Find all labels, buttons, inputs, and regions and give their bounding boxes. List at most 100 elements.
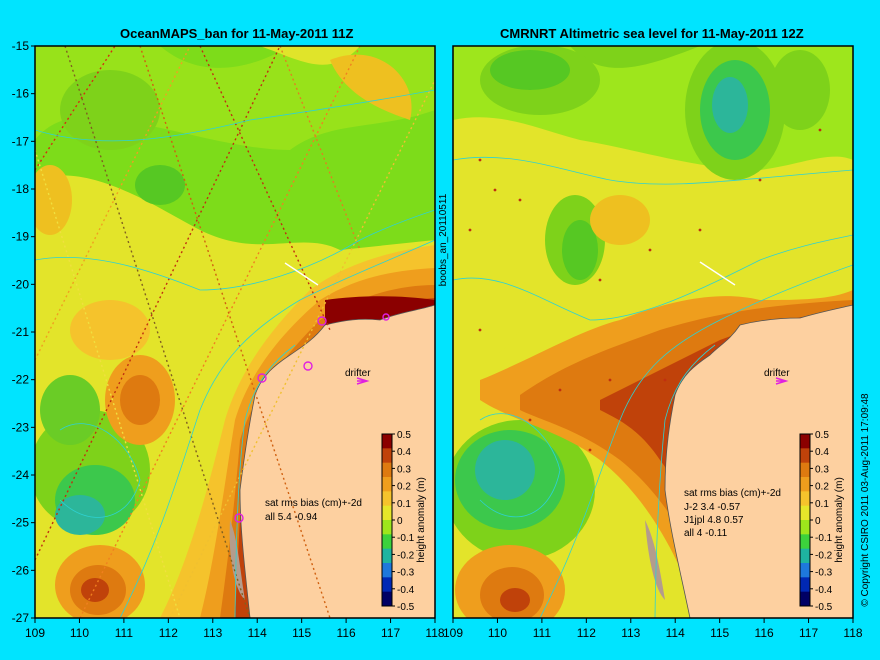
right-colorbar-swatch xyxy=(800,563,810,578)
left-colorbar-tick-label: -0.5 xyxy=(397,602,415,613)
left-map-field xyxy=(35,46,435,618)
left-drifter-arrow-icon xyxy=(356,377,370,385)
left-colorbar-tick-label: 0.3 xyxy=(397,464,411,475)
left-y-axis: -15 -16 -17 -18 -19 -20 -21 -22 -23 -24 -25 -26 -27 xyxy=(12,39,35,625)
left-colorbar-tick-label: 0.1 xyxy=(397,499,411,510)
left-drifter-positions xyxy=(234,313,390,523)
left-x-tick-label: 111 xyxy=(115,626,134,640)
right-x-tick-label: 114 xyxy=(666,626,685,640)
right-x-axis: 109 110 111 112 113 114 115 116 117 118 xyxy=(443,618,863,640)
left-colorbar-tick-label: -0.2 xyxy=(397,550,415,561)
right-colorbar-tick-label: -0.1 xyxy=(815,533,833,544)
right-x-tick-label: 110 xyxy=(488,626,507,640)
left-colorbar-swatch xyxy=(382,462,392,478)
left-colorbar-swatch xyxy=(382,491,392,507)
left-x-tick-label: 115 xyxy=(292,626,311,640)
right-map-title: CMRNRT Altimetric sea level for 11-May-2… xyxy=(500,26,804,41)
left-y-tick-label: -22 xyxy=(12,373,30,387)
left-colorbar-swatch xyxy=(382,577,392,593)
left-x-axis: 109 110 111 112 113 114 115 116 117 118 xyxy=(25,618,445,640)
left-y-tick-label: -21 xyxy=(12,325,30,339)
left-colorbar-label: height anomaly (m) xyxy=(416,477,427,563)
right-colorbar-swatch xyxy=(800,505,810,521)
left-colorbar-tick-label: 0.4 xyxy=(397,447,411,458)
right-colorbar-tick-label: 0.5 xyxy=(815,430,829,441)
right-x-tick-label: 117 xyxy=(799,626,818,640)
right-x-tick-label: 113 xyxy=(621,626,640,640)
right-x-tick-label: 116 xyxy=(755,626,774,640)
left-colorbar-tick-label: 0.2 xyxy=(397,482,411,493)
left-colorbar-tick-label: -0.3 xyxy=(397,568,415,579)
right-colorbar-tick-label: -0.2 xyxy=(815,550,833,561)
left-y-tick-label: -18 xyxy=(12,182,30,196)
left-y-tick-label: -27 xyxy=(12,611,30,625)
right-stats-line-1: J-2 3.4 -0.57 xyxy=(684,502,741,513)
right-colorbar-tick-label: -0.5 xyxy=(815,602,833,613)
right-colorbar-swatch xyxy=(800,591,810,607)
left-x-tick-label: 116 xyxy=(337,626,356,640)
copyright-text: © Copyright CSIRO 2011 03-Aug-2011 17:09… xyxy=(860,393,871,607)
right-x-tick-label: 115 xyxy=(710,626,729,640)
left-colorbar-swatch xyxy=(382,520,392,535)
left-colorbar: 0.5 0.4 0.3 0.2 0.1 0 -0.1 -0.2 -0.3 -0.4 -0.5 heig… xyxy=(381,430,427,613)
left-stats-line: all 5.4 -0.94 xyxy=(265,512,318,523)
right-drifter-label: drifter xyxy=(764,368,790,379)
left-y-tick-label: -16 xyxy=(12,87,30,101)
left-colorbar-tick-label: -0.1 xyxy=(397,533,415,544)
right-x-tick-label: 112 xyxy=(577,626,596,640)
right-colorbar-tick-label: -0.3 xyxy=(815,568,833,579)
left-x-tick-label: 112 xyxy=(159,626,178,640)
left-map: drifter sat rms bias (cm)+-2d all 5.4 -0… xyxy=(12,39,445,640)
left-x-tick-label: 113 xyxy=(203,626,222,640)
right-colorbar-swatch xyxy=(800,534,810,550)
left-x-tick-label: 110 xyxy=(70,626,89,640)
right-x-tick-label: 111 xyxy=(533,626,552,640)
right-colorbar-label: height anomaly (m) xyxy=(834,477,845,563)
left-x-tick-label: 114 xyxy=(248,626,267,640)
left-y-tick-label: -26 xyxy=(12,563,30,577)
left-y-tick-label: -19 xyxy=(12,230,30,244)
side-label: boobs_an_20110511 xyxy=(438,193,449,286)
right-drifter-arrow-icon xyxy=(775,377,789,385)
right-colorbar-swatch xyxy=(800,577,810,593)
right-colorbar-swatch xyxy=(800,520,810,535)
right-colorbar-tick-label: 0 xyxy=(815,516,821,527)
left-drifter-label: drifter xyxy=(345,368,371,379)
left-colorbar-swatch xyxy=(382,563,392,578)
left-stats-header: sat rms bias (cm)+-2d xyxy=(265,498,362,509)
right-obs-points xyxy=(468,128,822,452)
right-colorbar-tick-label: 0.4 xyxy=(815,447,829,458)
right-colorbar-swatch xyxy=(800,548,810,564)
left-x-tick-label: 117 xyxy=(381,626,400,640)
left-satellite-tracks xyxy=(35,46,435,618)
right-stats-line-2: J1jpl 4.8 0.57 xyxy=(684,515,744,526)
left-y-tick-label: -25 xyxy=(12,516,30,530)
left-y-tick-label: -24 xyxy=(12,468,30,482)
right-x-tick-label: 109 xyxy=(443,626,463,640)
left-y-tick-label: -17 xyxy=(12,134,30,148)
right-colorbar-tick-label: 0.2 xyxy=(815,482,829,493)
right-colorbar-tick-label: 0.1 xyxy=(815,499,829,510)
left-colorbar-tick-label: 0.5 xyxy=(397,430,411,441)
left-colorbar-swatch xyxy=(382,591,392,607)
left-colorbar-swatch xyxy=(382,477,392,492)
left-colorbar-swatch xyxy=(382,505,392,521)
right-colorbar-tick-label: -0.4 xyxy=(815,585,833,596)
right-colorbar-tick-label: 0.3 xyxy=(815,464,829,475)
left-contours xyxy=(35,89,435,618)
right-colorbar-swatch xyxy=(800,491,810,507)
left-y-tick-label: -23 xyxy=(12,420,30,434)
right-colorbar-swatch xyxy=(800,477,810,492)
left-y-tick-label: -15 xyxy=(12,39,30,53)
left-map-title: OceanMAPS_ban for 11-May-2011 11Z xyxy=(120,26,354,41)
right-colorbar-swatch xyxy=(800,448,810,464)
right-stats-line-3: all 4 -0.11 xyxy=(684,528,728,539)
right-map-field xyxy=(453,46,853,618)
left-colorbar-swatch xyxy=(382,534,392,550)
right-stats-header: sat rms bias (cm)+-2d xyxy=(684,488,781,499)
right-colorbar: 0.5 0.4 0.3 0.2 0.1 0 -0.1 -0.2 -0.3 -0.4 -0.5 heig… xyxy=(799,430,845,613)
right-contours xyxy=(453,156,853,618)
right-colorbar-swatch xyxy=(800,434,810,449)
left-colorbar-tick-label: -0.4 xyxy=(397,585,415,596)
left-colorbar-swatch xyxy=(382,434,392,449)
